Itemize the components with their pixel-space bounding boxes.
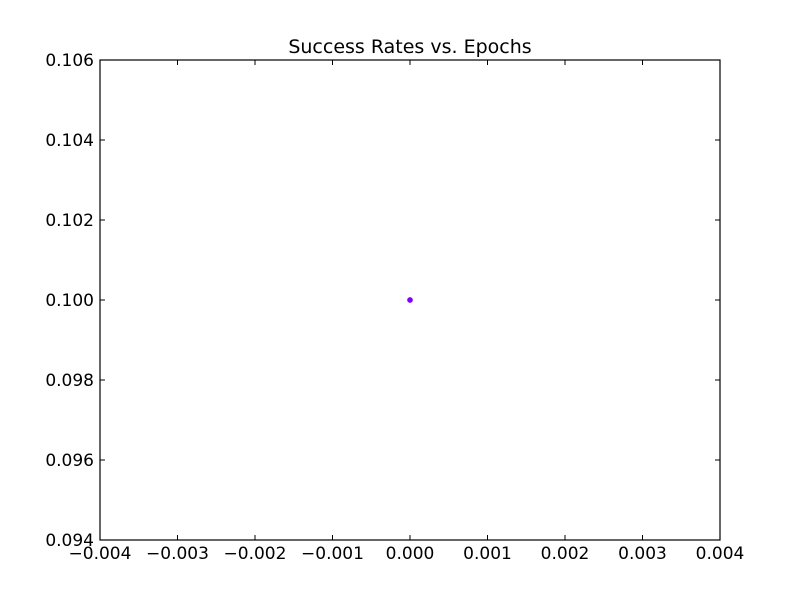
x-axis: −0.004 −0.003 −0.002 −0.001 0.000 0.001 0.002 0… — [69, 60, 745, 564]
x-tick-label: 0.002 — [541, 544, 590, 564]
y-tick-label: 0.096 — [45, 451, 94, 471]
y-tick-label: 0.098 — [45, 371, 94, 391]
x-tick-label: 0.004 — [696, 544, 745, 564]
x-tick-label: 0.000 — [386, 544, 435, 564]
y-tick-label: 0.106 — [45, 51, 94, 71]
y-tick-label: 0.094 — [45, 531, 94, 551]
y-tick-label: 0.100 — [45, 291, 94, 311]
chart-title: Success Rates vs. Epochs — [288, 36, 531, 58]
x-tick-label: −0.001 — [301, 544, 364, 564]
x-tick-label: 0.001 — [463, 544, 512, 564]
x-tick-label: −0.004 — [69, 544, 132, 564]
x-tick-label: 0.003 — [618, 544, 667, 564]
y-tick-label: 0.104 — [45, 131, 94, 151]
data-point — [407, 297, 413, 303]
x-tick-label: −0.002 — [224, 544, 287, 564]
y-axis: 0.094 0.096 0.098 0.100 0.102 0.104 0.106 — [45, 51, 720, 551]
y-tick-label: 0.102 — [45, 211, 94, 231]
x-tick-label: −0.003 — [146, 544, 209, 564]
plot-marks — [407, 297, 413, 303]
